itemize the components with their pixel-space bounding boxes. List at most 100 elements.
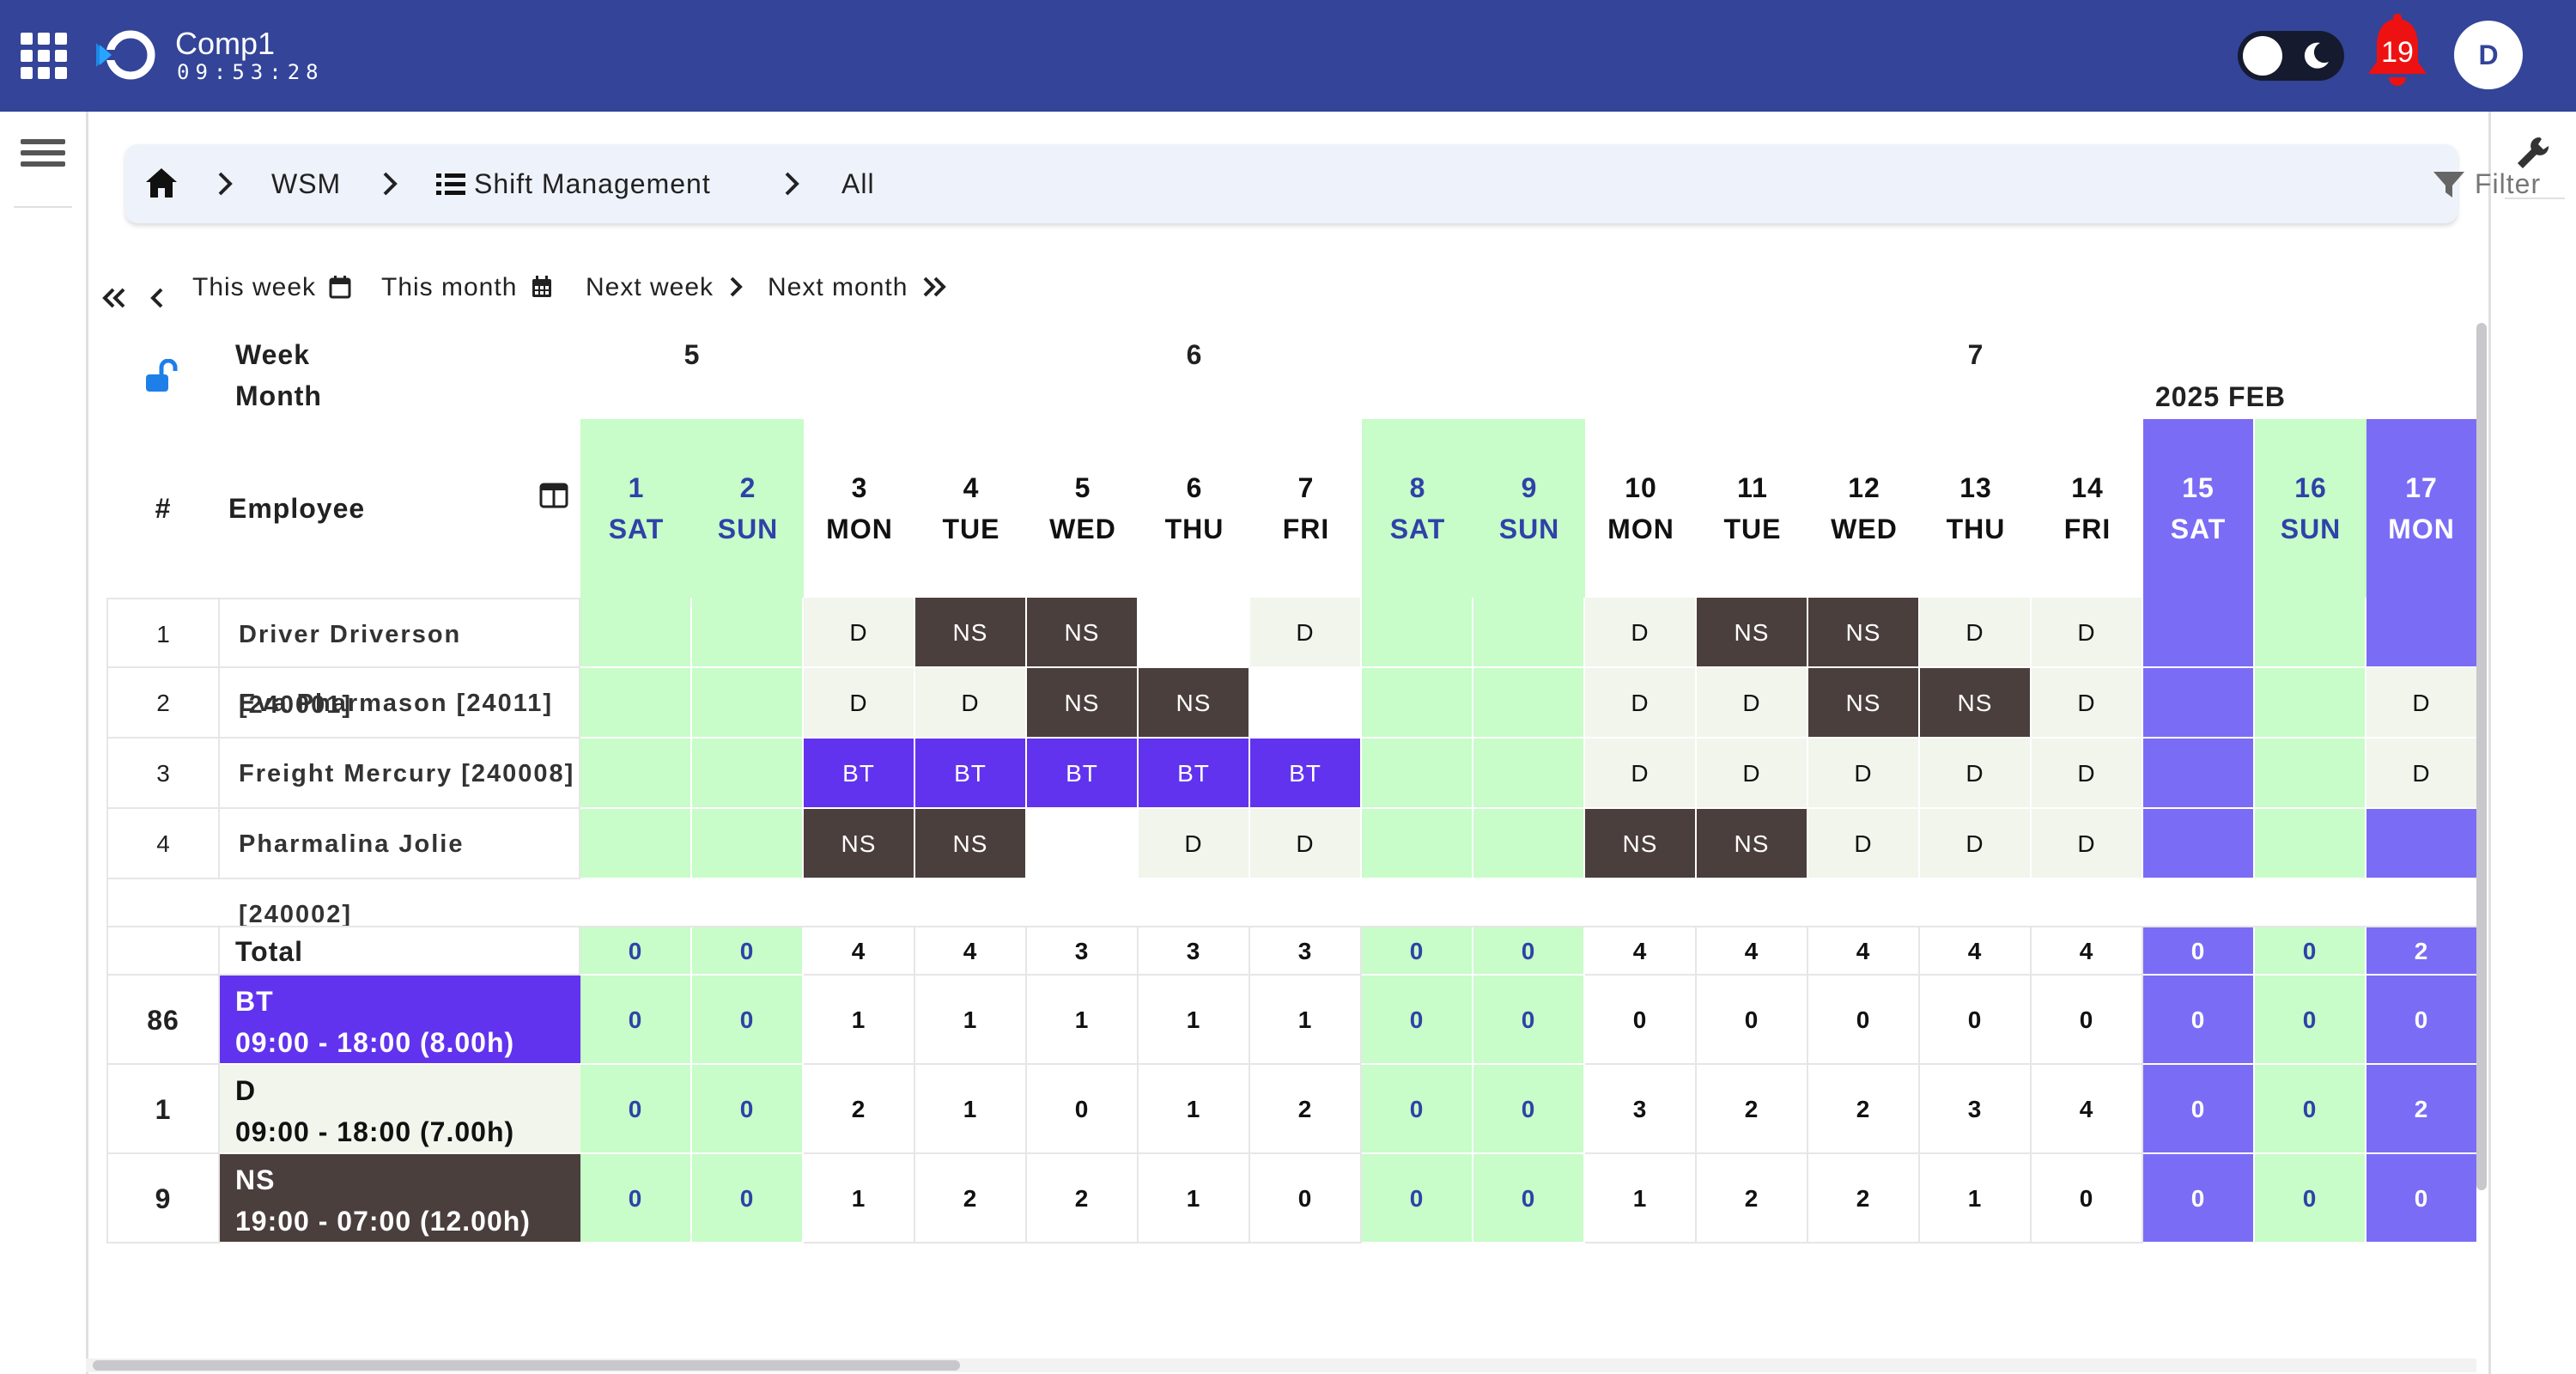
filter-button[interactable]: Filter [2432, 144, 2541, 223]
apps-grid-icon[interactable] [21, 33, 67, 79]
shift-cell[interactable] [1362, 809, 1473, 879]
shift-cell[interactable]: NS [804, 809, 915, 879]
shift-cell[interactable] [2255, 668, 2366, 739]
day-header-10[interactable]: 10 MON [1585, 419, 1697, 598]
shift-cell[interactable]: D [1808, 809, 1920, 879]
shift-type-legend-d[interactable]: D 09:00 - 18:00 (7.00h) [220, 1065, 580, 1154]
shift-cell[interactable] [2143, 739, 2255, 809]
shift-cell[interactable]: NS [1027, 668, 1139, 739]
shift-cell[interactable]: NS [915, 809, 1027, 879]
shift-cell[interactable] [1139, 598, 1250, 668]
shift-cell[interactable]: BT [804, 739, 915, 809]
shift-cell[interactable] [692, 668, 804, 739]
shift-cell[interactable]: D [1250, 598, 1362, 668]
day-header-2[interactable]: 2 SUN [692, 419, 804, 598]
shift-cell[interactable] [2255, 598, 2366, 668]
user-avatar[interactable]: D [2454, 21, 2523, 89]
shift-cell[interactable]: D [804, 668, 915, 739]
shift-cell[interactable] [580, 598, 692, 668]
shift-cell[interactable] [2143, 668, 2255, 739]
vertical-scrollbar[interactable] [2476, 323, 2487, 1190]
shift-cell[interactable]: D [2032, 739, 2143, 809]
shift-cell[interactable] [1362, 668, 1473, 739]
employee-name[interactable]: Freight Mercury [240008] [220, 739, 580, 809]
shift-cell[interactable] [1473, 809, 1585, 879]
shift-cell[interactable]: D [1920, 598, 2032, 668]
shift-cell[interactable]: NS [1808, 598, 1920, 668]
day-header-3[interactable]: 3 MON [804, 419, 915, 598]
day-header-1[interactable]: 1 SAT [580, 419, 692, 598]
shift-cell[interactable] [2143, 598, 2255, 668]
shift-cell[interactable]: D [804, 598, 915, 668]
day-header-11[interactable]: 11 TUE [1697, 419, 1808, 598]
shift-cell[interactable]: D [1697, 739, 1808, 809]
home-icon[interactable] [144, 167, 179, 199]
shift-cell[interactable]: D [2032, 668, 2143, 739]
wrench-icon[interactable] [2514, 134, 2552, 172]
shift-cell[interactable]: D [1585, 739, 1697, 809]
shift-cell[interactable] [692, 809, 804, 879]
shift-cell[interactable]: NS [1808, 668, 1920, 739]
shift-cell[interactable] [580, 739, 692, 809]
shift-cell[interactable] [580, 809, 692, 879]
shift-cell[interactable]: D [2032, 598, 2143, 668]
shift-cell[interactable]: BT [1027, 739, 1139, 809]
employee-name[interactable]: Eva Pharmason [24011] [220, 668, 580, 739]
day-header-16[interactable]: 16 SUN [2255, 419, 2366, 598]
shift-cell[interactable]: NS [1697, 809, 1808, 879]
day-header-12[interactable]: 12 WED [1808, 419, 1920, 598]
breadcrumb-all[interactable]: All [841, 168, 875, 199]
shift-cell[interactable]: D [1585, 598, 1697, 668]
day-header-7[interactable]: 7 FRI [1250, 419, 1362, 598]
this-month-button[interactable]: This month [381, 266, 553, 309]
shift-cell[interactable] [2366, 598, 2476, 668]
shift-cell[interactable]: D [915, 668, 1027, 739]
shift-cell[interactable]: D [1250, 809, 1362, 879]
menu-icon[interactable] [21, 139, 65, 173]
day-header-13[interactable]: 13 THU [1920, 419, 2032, 598]
next-month-button[interactable]: Next month [768, 266, 947, 309]
shift-cell[interactable] [2366, 809, 2476, 879]
breadcrumb-shift-management[interactable]: Shift Management [474, 168, 711, 199]
horizontal-scrollbar[interactable] [93, 1360, 960, 1371]
shift-cell[interactable]: D [1920, 809, 2032, 879]
shift-cell[interactable] [1027, 809, 1139, 879]
shift-cell[interactable] [580, 668, 692, 739]
shift-cell[interactable]: BT [1139, 739, 1250, 809]
day-header-6[interactable]: 6 THU [1139, 419, 1250, 598]
shift-type-legend-bt[interactable]: BT 09:00 - 18:00 (8.00h) [220, 976, 580, 1065]
day-header-9[interactable]: 9 SUN [1473, 419, 1585, 598]
shift-cell[interactable] [1250, 668, 1362, 739]
day-header-14[interactable]: 14 FRI [2032, 419, 2143, 598]
notification-bell-icon[interactable] [2365, 14, 2430, 91]
shift-cell[interactable]: NS [1697, 598, 1808, 668]
shift-cell[interactable] [1362, 598, 1473, 668]
next-week-button[interactable]: Next week [586, 266, 744, 309]
shift-cell[interactable]: D [2366, 739, 2476, 809]
this-week-button[interactable]: This week [192, 266, 351, 309]
shift-cell[interactable] [692, 739, 804, 809]
shift-cell[interactable]: D [1139, 809, 1250, 879]
shift-cell[interactable]: NS [1585, 809, 1697, 879]
shift-cell[interactable]: NS [1027, 598, 1139, 668]
shift-cell[interactable]: D [1920, 739, 2032, 809]
day-header-17[interactable]: 17 MON [2366, 419, 2476, 598]
day-header-15[interactable]: 15 SAT [2143, 419, 2255, 598]
shift-cell[interactable]: BT [1250, 739, 1362, 809]
shift-cell[interactable]: NS [1139, 668, 1250, 739]
employee-name[interactable]: Pharmalina Jolie [240002] [220, 809, 580, 928]
shift-cell[interactable] [692, 598, 804, 668]
shift-cell[interactable] [1362, 739, 1473, 809]
breadcrumb-wsm[interactable]: WSM [271, 168, 342, 199]
shift-cell[interactable] [1473, 668, 1585, 739]
chevron-left-icon[interactable] [149, 277, 167, 319]
dark-mode-toggle[interactable] [2238, 31, 2344, 81]
shift-cell[interactable]: D [1808, 739, 1920, 809]
shift-cell[interactable] [1473, 598, 1585, 668]
day-header-5[interactable]: 5 WED [1027, 419, 1139, 598]
shift-cell[interactable]: NS [915, 598, 1027, 668]
shift-cell[interactable]: D [1585, 668, 1697, 739]
shift-cell[interactable] [2143, 809, 2255, 879]
shift-cell[interactable]: NS [1920, 668, 2032, 739]
columns-icon[interactable] [539, 483, 568, 508]
